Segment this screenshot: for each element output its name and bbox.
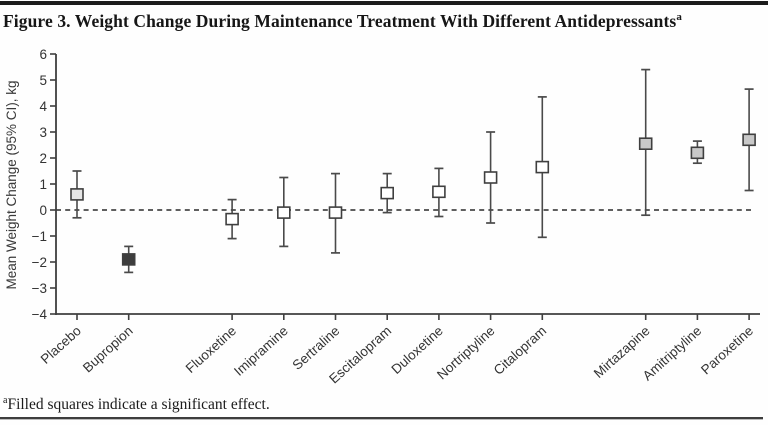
y-axis-tick-label: 2 [39, 151, 47, 166]
top-border-rule [0, 1, 768, 5]
y-axis-tick-label: 4 [39, 99, 47, 114]
y-axis-tick-label: −1 [32, 229, 47, 244]
figure-title-superscript: a [676, 11, 682, 24]
mean-square-citalopram [535, 160, 550, 174]
figure-title: Figure 3. Weight Change During Maintenan… [3, 11, 765, 32]
mean-square-amitriptyline [690, 146, 705, 160]
footnote-marker: a [3, 395, 8, 406]
y-axis-tick-label: 3 [39, 125, 47, 140]
y-axis-tick-label: 0 [39, 203, 47, 218]
mean-square-bupropion [121, 253, 136, 266]
mean-square-placebo [70, 188, 84, 201]
x-axis-label-bupropion: Bupropion [80, 323, 136, 375]
y-axis-tick-label: 1 [39, 177, 47, 192]
x-axis-label-paroxetine: Paroxetine [698, 323, 756, 377]
mean-square-paroxetine [742, 133, 756, 147]
mean-square-duloxetine [432, 185, 446, 199]
figure-title-text: Figure 3. Weight Change During Maintenan… [3, 11, 677, 31]
x-axis-label-imipramine: Imipramine [231, 323, 291, 379]
mean-square-fluoxetine [225, 212, 239, 226]
y-axis-tick-label: −2 [32, 255, 47, 270]
figure-footnote: aFilled squares indicate a significant e… [3, 395, 270, 414]
y-axis-tick-label: −3 [32, 281, 47, 296]
x-axis-label-citalopram: Citalopram [491, 323, 550, 378]
x-axis-label-sertraline: Sertraline [290, 323, 343, 373]
y-axis-title: Mean Weight Change (95% CI), kg [4, 80, 19, 289]
y-axis-tick-label: 5 [39, 73, 47, 88]
mean-square-imipramine [276, 206, 291, 219]
mean-square-escitalopram [380, 186, 395, 200]
mean-square-sertraline [328, 206, 343, 219]
bottom-border-rule [0, 417, 763, 420]
mean-square-mirtazapine [638, 137, 653, 150]
y-axis-tick-label: 6 [39, 47, 47, 62]
x-axis-label-placebo: Placebo [38, 323, 84, 367]
mean-square-nortriptyline [483, 171, 498, 184]
footnote-text: Filled squares indicate a significant ef… [7, 396, 270, 414]
y-axis-tick-label: −4 [32, 307, 48, 322]
